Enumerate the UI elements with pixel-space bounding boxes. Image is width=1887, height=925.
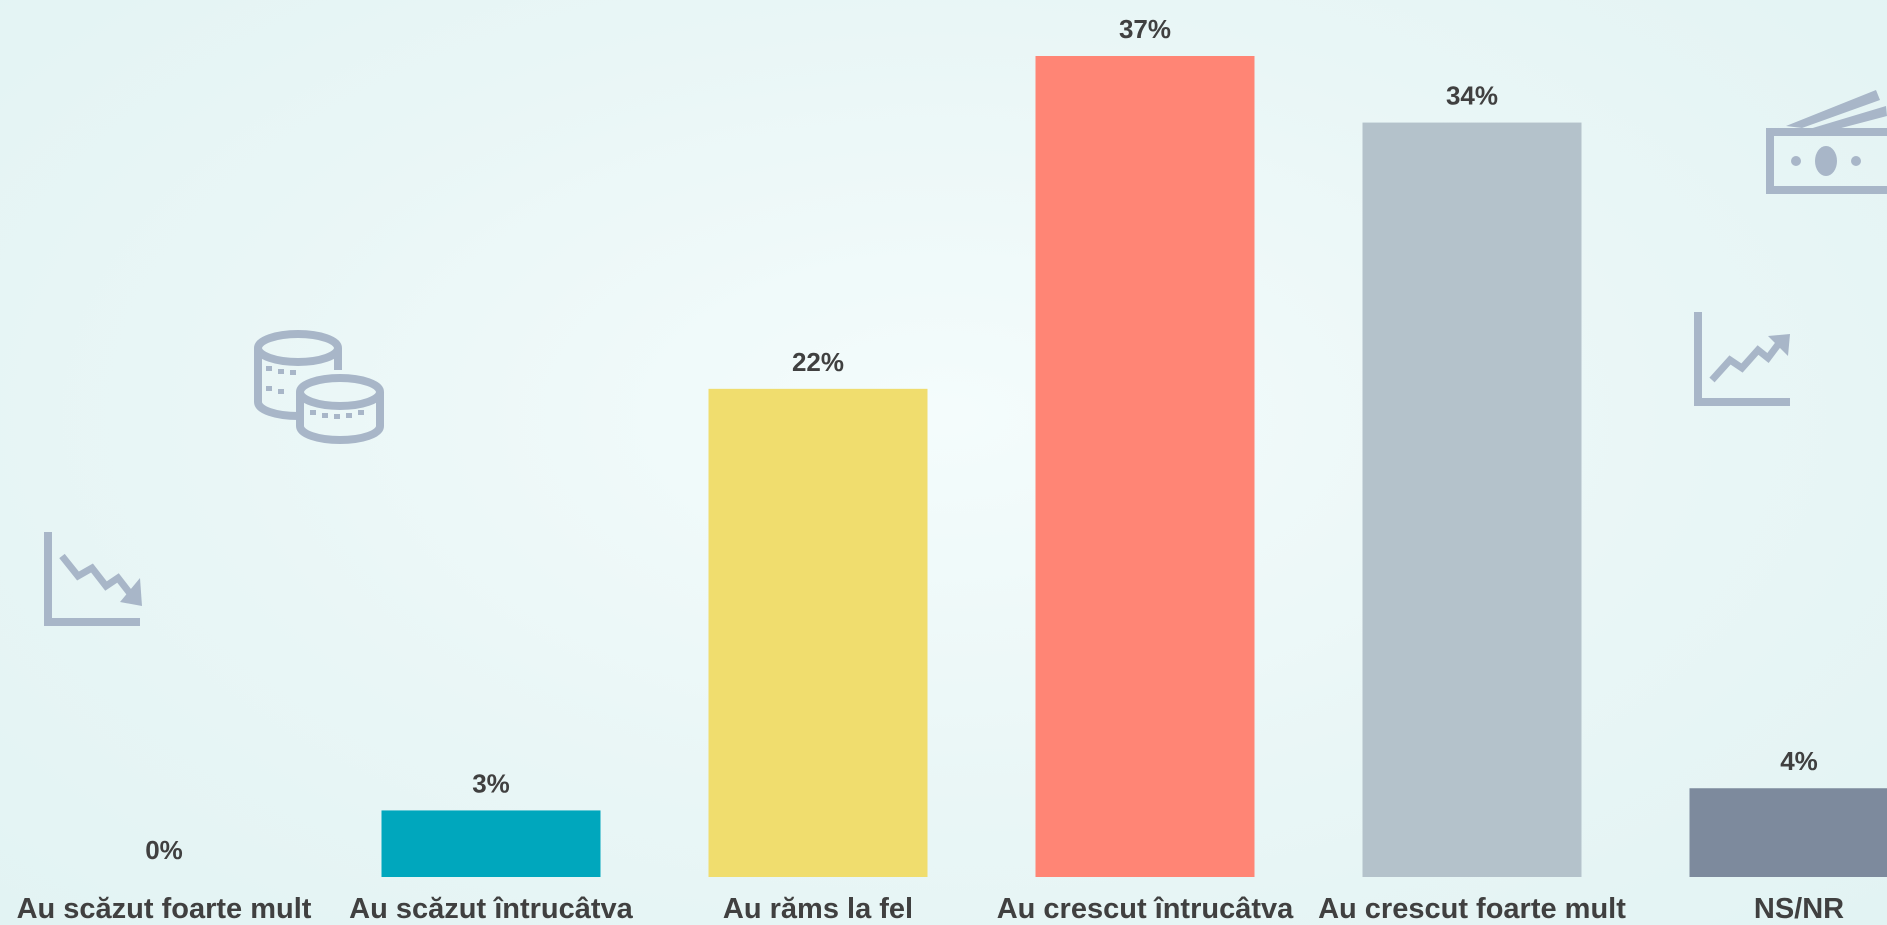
bar xyxy=(1362,122,1582,877)
category-label: NS/NR xyxy=(1754,893,1844,925)
value-labels-group: 0% 3% 22% 37% 34% 4% xyxy=(145,14,1818,865)
bar-value-label: 37% xyxy=(1119,14,1171,44)
bar-value-label: 22% xyxy=(792,347,844,377)
bar xyxy=(381,810,601,877)
bar-value-label: 4% xyxy=(1780,746,1818,776)
chart-down-icon xyxy=(44,532,142,626)
money-stack-icon xyxy=(1766,90,1887,194)
category-label: Au scăzut foarte mult xyxy=(17,893,312,925)
category-labels-group: Au scăzut foarte mult Au scăzut întrucâtv… xyxy=(17,893,1845,925)
bar-value-label: 0% xyxy=(145,835,183,865)
bars-group xyxy=(381,56,1887,877)
bar xyxy=(708,388,928,877)
category-label: Au crescut foarte mult xyxy=(1318,893,1626,925)
bar xyxy=(1689,788,1887,877)
category-label: Au răms la fel xyxy=(723,893,913,925)
coins-icon xyxy=(254,330,384,444)
bar xyxy=(1035,56,1255,877)
bar-value-label: 34% xyxy=(1446,81,1498,111)
category-label: Au scăzut întrucâtva xyxy=(349,893,633,925)
category-label: Au crescut întrucâtva xyxy=(997,893,1294,925)
bar-value-label: 3% xyxy=(472,768,510,798)
chart-up-icon xyxy=(1694,312,1790,406)
